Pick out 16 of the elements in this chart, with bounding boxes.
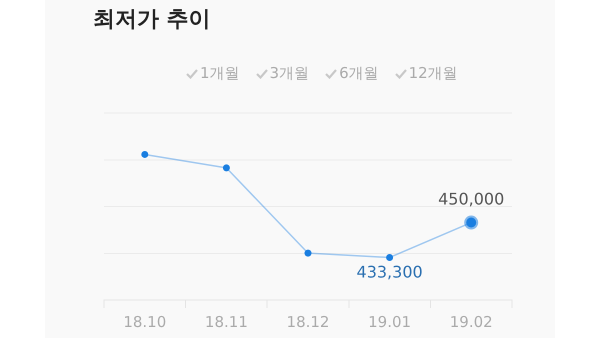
text: 3개월	[270, 64, 310, 83]
point	[304, 250, 312, 257]
data-label: 450,000	[438, 190, 504, 209]
x-tick-label: 19.02	[450, 312, 493, 331]
text: 1개월	[200, 64, 240, 83]
point	[141, 150, 148, 158]
point	[386, 254, 394, 261]
x-tick-label: 18.10	[123, 312, 166, 331]
point	[222, 164, 230, 172]
text: 6개월	[339, 64, 379, 83]
chart-title: 최저가 추이	[93, 6, 211, 34]
data-label: 433,300	[356, 262, 423, 282]
x-tick-label: 18.11	[204, 312, 248, 331]
text: 12개월	[408, 64, 458, 83]
x-tick-label: 18.12	[286, 312, 330, 331]
x-tick-label: 19.01	[368, 312, 412, 331]
